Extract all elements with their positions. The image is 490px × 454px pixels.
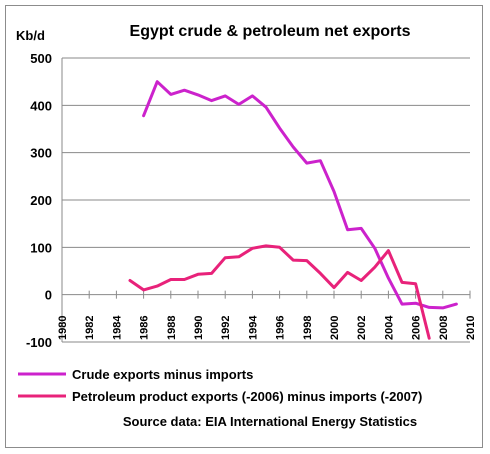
- series-lines: [128, 80, 458, 340]
- x-tick-label: 2004: [383, 315, 395, 340]
- x-tick-label: 2008: [438, 316, 450, 340]
- x-tick-label: 2010: [465, 316, 477, 340]
- x-tick-label: 1980: [57, 316, 69, 340]
- y-tick-label: 400: [30, 98, 52, 113]
- y-tick-labels: 500 400 300 200 100 0 -100: [26, 51, 52, 350]
- y-tick-label: 0: [45, 288, 52, 303]
- y-tick-label: 500: [30, 51, 52, 66]
- source-note: Source data: EIA International Energy St…: [123, 414, 417, 429]
- x-tick-label: 1986: [139, 316, 151, 340]
- x-tick-label: 1994: [247, 315, 259, 340]
- axes: [61, 58, 471, 342]
- x-tick-label: 1982: [84, 316, 96, 340]
- x-tick-label: 2002: [356, 316, 368, 340]
- x-tick-label: 1990: [193, 316, 205, 340]
- x-tick-label: 2006: [411, 316, 423, 340]
- series-line-1: [142, 80, 458, 310]
- x-tick-label: 2000: [329, 316, 341, 340]
- x-tick-labels: 1980 1982 1984 1986 1988 1990 1992 1994 1996 1998…: [57, 315, 477, 340]
- legend-label: Crude exports minus imports: [72, 367, 253, 382]
- x-tick-label: 1984: [111, 315, 123, 340]
- x-tick-label: 1996: [275, 316, 287, 340]
- legend-label: Petroleum product exports (-2006) minus …: [72, 389, 422, 404]
- x-tick-label: 1998: [302, 316, 314, 340]
- chart-frame: [5, 5, 483, 448]
- y-tick-label: 300: [30, 146, 52, 161]
- legend: Crude exports minus imports Petroleum pro…: [18, 367, 422, 404]
- y-unit-label: Kb/d: [16, 28, 45, 43]
- x-tick-label: 1988: [166, 316, 178, 340]
- chart-title: Egypt crude & petroleum net exports: [130, 23, 411, 40]
- series-line-2: [128, 244, 431, 340]
- y-tick-label: -100: [26, 335, 52, 350]
- x-tick-label: 1992: [220, 316, 232, 340]
- grid: [62, 57, 470, 343]
- y-tick-label: 200: [30, 193, 52, 208]
- y-tick-label: 100: [30, 240, 52, 255]
